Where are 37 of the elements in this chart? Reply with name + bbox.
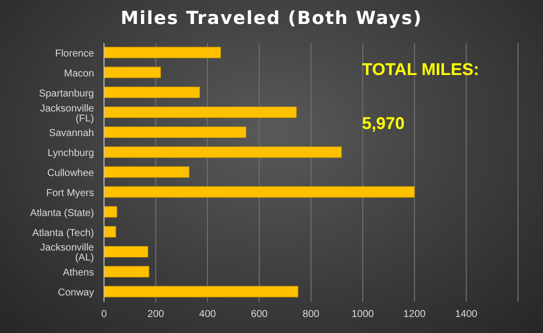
x-tick-label: 1200 bbox=[403, 309, 426, 320]
x-tick-label: 200 bbox=[147, 309, 165, 320]
y-tick-label: Cullowhee bbox=[47, 168, 94, 180]
x-tick-label: 600 bbox=[250, 309, 268, 320]
bar bbox=[104, 166, 190, 178]
y-tick-label: Florence bbox=[55, 48, 94, 60]
y-tick-label: Macon bbox=[64, 68, 94, 80]
y-tick-label: Lynchburg bbox=[48, 148, 94, 160]
bar bbox=[104, 266, 150, 278]
bar bbox=[104, 46, 221, 58]
bar bbox=[104, 126, 246, 138]
bar bbox=[104, 206, 118, 218]
y-tick-label: Jacksonville (FL) bbox=[40, 103, 94, 124]
bar bbox=[104, 186, 415, 198]
chart-title: Miles Traveled (Both Ways) bbox=[120, 8, 424, 29]
y-tick-label: Spartanburg bbox=[38, 88, 94, 100]
x-tick-label: 1400 bbox=[455, 309, 478, 320]
x-tick-label: 1000 bbox=[352, 309, 374, 320]
annotation: 5,970 bbox=[362, 114, 405, 134]
y-tick-label: Conway bbox=[58, 288, 94, 299]
bar bbox=[104, 66, 161, 78]
x-tick-label: 0 bbox=[101, 309, 108, 320]
y-tick-label: Fort Myers bbox=[46, 188, 94, 199]
y-tick-label: Atlanta (Tech) bbox=[32, 228, 94, 239]
annotation: TOTAL MILES: bbox=[362, 60, 480, 80]
bar bbox=[104, 86, 200, 98]
y-tick-label: Jacksonville (AL) bbox=[40, 242, 94, 264]
y-tick-label: Athens bbox=[62, 268, 94, 279]
bar bbox=[104, 226, 116, 238]
bar bbox=[104, 106, 297, 118]
bar bbox=[104, 146, 342, 158]
bar bbox=[104, 246, 148, 258]
x-tick-label: 400 bbox=[199, 309, 216, 320]
x-tick-label: 800 bbox=[302, 309, 320, 320]
y-tick-label: Savannah bbox=[48, 128, 94, 140]
y-tick-label: Atlanta (State) bbox=[30, 208, 94, 219]
bar bbox=[104, 286, 298, 298]
